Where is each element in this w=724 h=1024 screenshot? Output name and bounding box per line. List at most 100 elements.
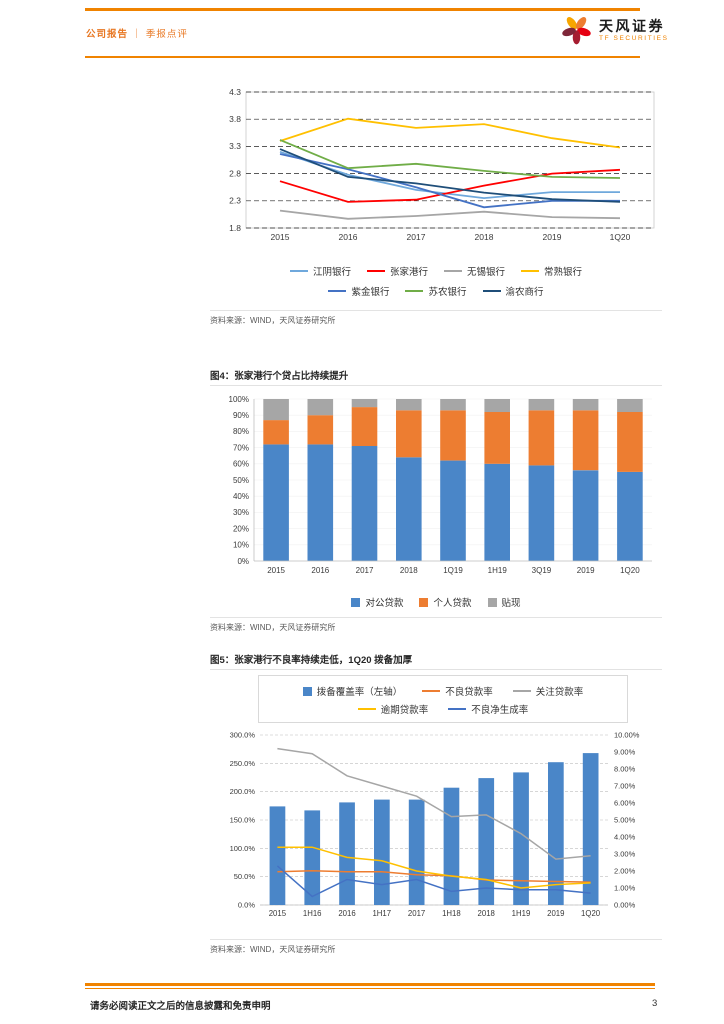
legend-label: 逾期贷款率 <box>380 705 429 716</box>
svg-text:1Q19: 1Q19 <box>443 566 463 575</box>
bar-个人贷款-2017 <box>351 407 378 446</box>
bar-个人贷款-3Q19 <box>528 410 555 466</box>
svg-text:2016: 2016 <box>311 566 329 575</box>
source-note: 资料来源：WIND，天风证券研究所 <box>210 310 662 326</box>
coverage-bar-2015 <box>269 806 286 905</box>
legend-swatch <box>487 597 497 607</box>
bar-对公贷款-2019 <box>572 470 599 561</box>
legend-swatch <box>405 289 424 293</box>
svg-text:150.0%: 150.0% <box>230 816 256 825</box>
bar-对公贷款-3Q19 <box>528 465 555 561</box>
svg-text:1H19: 1H19 <box>512 909 531 918</box>
svg-text:0.00%: 0.00% <box>614 901 636 910</box>
legend-label: 苏农银行 <box>428 287 467 298</box>
svg-text:10.00%: 10.00% <box>614 731 640 740</box>
svg-text:2015: 2015 <box>267 566 285 575</box>
line-渝农商行 <box>279 148 621 203</box>
svg-text:100%: 100% <box>229 395 249 404</box>
legend-label: 渝农商行 <box>505 287 544 298</box>
line-不良贷款率 <box>277 870 591 883</box>
svg-text:3Q19: 3Q19 <box>532 566 552 575</box>
coverage-bar-1H17 <box>374 799 390 905</box>
svg-text:4.3: 4.3 <box>229 87 241 97</box>
svg-text:250.0%: 250.0% <box>230 759 256 768</box>
svg-text:3.8: 3.8 <box>229 114 241 124</box>
svg-text:4.00%: 4.00% <box>614 833 636 842</box>
legend-item-个人贷款: 个人贷款 <box>419 595 472 609</box>
legend-label: 无锡银行 <box>467 267 506 278</box>
nim-chart-legend-row-1: 江阴银行 张家港行 无锡银行 常熟银行 <box>210 264 662 278</box>
legend-swatch <box>328 289 347 293</box>
legend-item-拨备覆盖率（左轴）: 拨备覆盖率（左轴） <box>302 684 402 698</box>
bar-贴现-2018 <box>396 399 422 411</box>
coverage-bar-1Q20 <box>582 753 599 905</box>
svg-text:200.0%: 200.0% <box>230 787 256 796</box>
legend-swatch <box>302 686 312 696</box>
line-常熟银行 <box>279 117 621 149</box>
legend-item-不良净生成率: 不良净生成率 <box>448 702 528 716</box>
coverage-bar-2016 <box>339 802 355 905</box>
doc-subtype-label: 季报点评 <box>145 29 188 40</box>
legend-swatch <box>289 269 308 273</box>
bar-贴现-2015 <box>263 399 289 421</box>
legend-swatch <box>482 289 501 293</box>
svg-text:90%: 90% <box>233 411 249 420</box>
bar-贴现-2019 <box>572 399 599 411</box>
svg-text:3.3: 3.3 <box>229 141 241 151</box>
legend-swatch <box>422 689 441 693</box>
svg-text:9.00%: 9.00% <box>614 748 636 757</box>
legend-item-紫金银行: 紫金银行 <box>328 284 389 298</box>
npl-coverage-combo-chart: 0.0% 50.0% 100.0% 150.0% 200.0% 250.0% 300.0% 0… <box>230 731 640 919</box>
bar-贴现-1Q19 <box>440 399 466 411</box>
legend-label: 关注贷款率 <box>535 687 584 698</box>
legend-swatch <box>512 689 531 693</box>
svg-text:2017: 2017 <box>356 566 374 575</box>
bar-对公贷款-1Q19 <box>440 460 466 561</box>
svg-text:50%: 50% <box>233 476 249 485</box>
bar-个人贷款-2015 <box>263 420 289 445</box>
svg-text:1H17: 1H17 <box>372 909 391 918</box>
bar-对公贷款-1H19 <box>484 463 510 561</box>
svg-text:3.00%: 3.00% <box>614 850 636 859</box>
bar-对公贷款-2017 <box>351 446 378 561</box>
bar-贴现-1Q20 <box>617 399 643 412</box>
legend-swatch <box>521 269 540 273</box>
bar-个人贷款-1Q20 <box>617 412 643 472</box>
svg-text:2015: 2015 <box>269 909 287 918</box>
legend-item-常熟银行: 常熟银行 <box>521 264 582 278</box>
svg-text:40%: 40% <box>233 492 249 501</box>
loan-mix-legend: 对公贷款 个人贷款 贴现 <box>210 595 662 609</box>
bar-贴现-2016 <box>307 399 334 416</box>
header-top-rule <box>85 8 640 11</box>
legend-label: 贴现 <box>501 598 521 609</box>
bar-个人贷款-2018 <box>396 410 422 458</box>
svg-text:6.00%: 6.00% <box>614 799 636 808</box>
svg-text:2.8: 2.8 <box>229 168 241 178</box>
svg-text:30%: 30% <box>233 508 249 517</box>
legend-swatch <box>351 597 361 607</box>
svg-text:5.00%: 5.00% <box>614 816 636 825</box>
svg-text:60%: 60% <box>233 460 249 469</box>
legend-label: 不良贷款率 <box>445 687 493 698</box>
svg-text:2017: 2017 <box>408 909 425 918</box>
svg-text:2018: 2018 <box>400 566 418 575</box>
legend-swatch <box>419 597 429 607</box>
legend-item-渝农商行: 渝农商行 <box>482 284 544 298</box>
svg-text:2016: 2016 <box>338 909 355 918</box>
svg-text:2019: 2019 <box>547 909 564 918</box>
legend-item-贴现: 贴现 <box>487 595 521 609</box>
svg-text:2017: 2017 <box>407 232 426 242</box>
legend-item-关注贷款率: 关注贷款率 <box>512 684 584 698</box>
legend-label: 张家港行 <box>389 267 428 278</box>
svg-text:70%: 70% <box>233 443 249 452</box>
doc-type-label: 公司报告 <box>86 29 129 40</box>
svg-text:2019: 2019 <box>577 566 595 575</box>
svg-text:1H18: 1H18 <box>442 909 461 918</box>
figure5-title: 图5：张家港行不良率持续走低，1Q20 拨备加厚 <box>210 652 662 670</box>
line-关注贷款率 <box>277 747 591 860</box>
svg-text:1Q20: 1Q20 <box>610 232 631 242</box>
svg-text:1H19: 1H19 <box>488 566 508 575</box>
svg-text:10%: 10% <box>233 541 249 550</box>
svg-text:7.00%: 7.00% <box>614 782 636 791</box>
